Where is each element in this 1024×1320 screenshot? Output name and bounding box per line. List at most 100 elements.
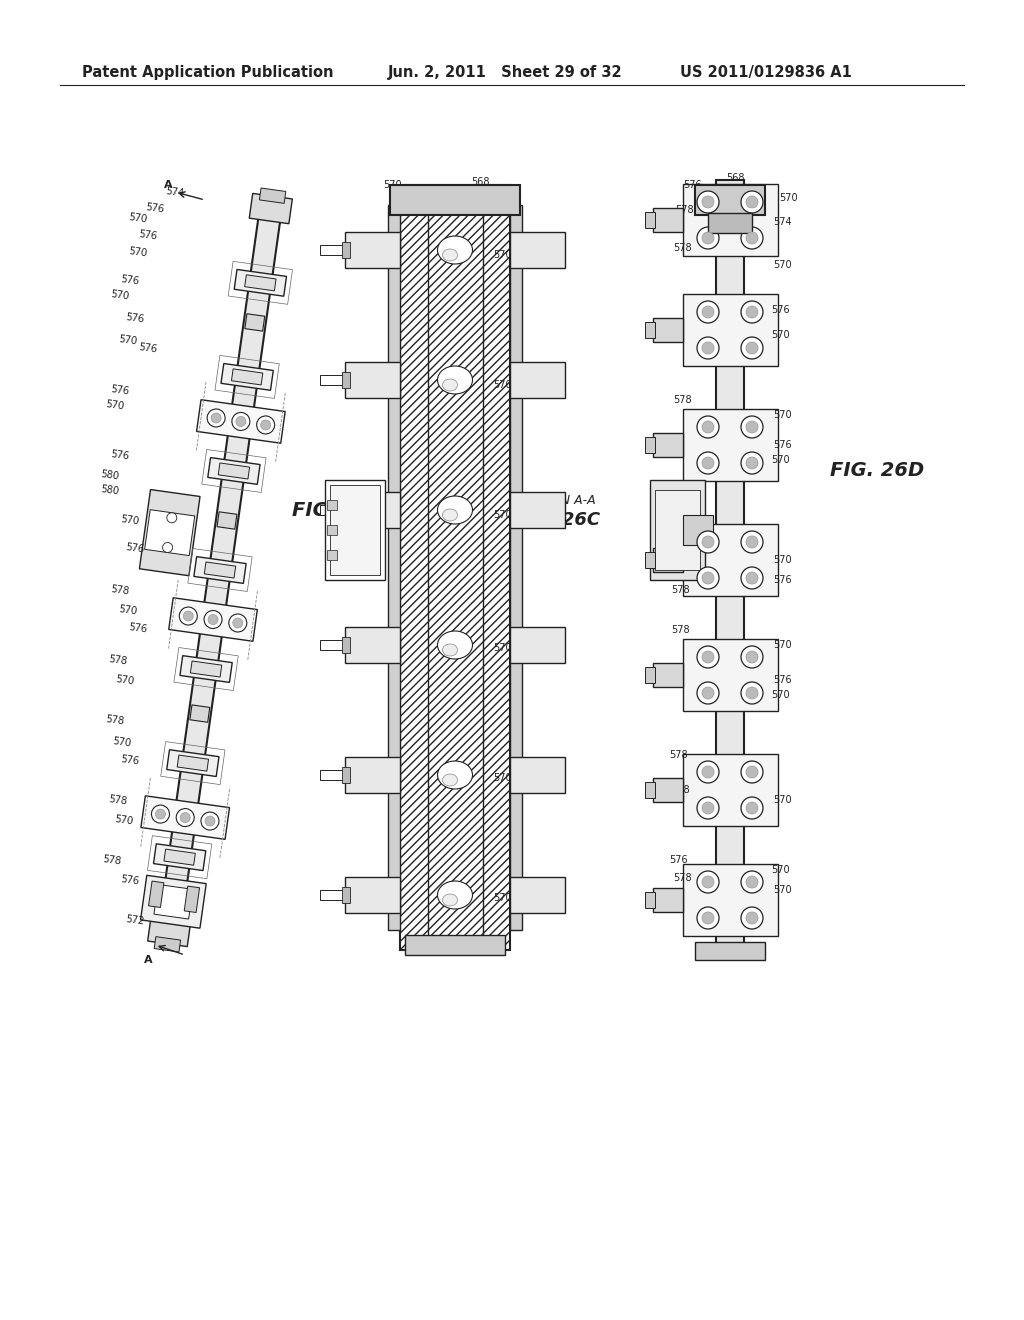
Bar bbox=[342, 372, 350, 388]
Text: 570: 570 bbox=[494, 894, 512, 903]
Bar bbox=[140, 875, 206, 928]
Circle shape bbox=[697, 762, 719, 783]
Bar bbox=[169, 598, 257, 642]
Bar bbox=[510, 362, 565, 399]
Text: Patent Application Publication: Patent Application Publication bbox=[82, 65, 334, 79]
Text: 570: 570 bbox=[115, 673, 135, 686]
Text: 576: 576 bbox=[111, 384, 130, 396]
Bar bbox=[695, 942, 765, 960]
Circle shape bbox=[702, 306, 714, 318]
Text: 570: 570 bbox=[128, 246, 147, 259]
Bar bbox=[154, 884, 193, 919]
Circle shape bbox=[741, 531, 763, 553]
Circle shape bbox=[697, 682, 719, 704]
Circle shape bbox=[746, 572, 758, 583]
Bar bbox=[510, 232, 565, 268]
Circle shape bbox=[697, 531, 719, 553]
Text: 570: 570 bbox=[773, 640, 792, 649]
Bar bbox=[174, 648, 239, 690]
Text: 570: 570 bbox=[773, 411, 792, 420]
Text: 570: 570 bbox=[494, 510, 512, 520]
Text: 578: 578 bbox=[671, 624, 689, 635]
Bar bbox=[228, 261, 293, 305]
Text: 580: 580 bbox=[366, 495, 384, 506]
Text: FIG. 26B: FIG. 26B bbox=[292, 500, 385, 520]
Circle shape bbox=[201, 812, 219, 830]
Bar bbox=[144, 510, 195, 556]
Bar bbox=[319, 640, 345, 649]
Text: 580: 580 bbox=[100, 469, 120, 482]
Bar bbox=[161, 742, 225, 784]
Text: 570: 570 bbox=[118, 603, 138, 616]
Bar bbox=[205, 562, 236, 578]
Bar bbox=[653, 888, 683, 912]
Circle shape bbox=[167, 512, 177, 523]
Bar bbox=[342, 242, 350, 257]
Circle shape bbox=[702, 342, 714, 354]
Bar bbox=[683, 183, 778, 256]
Bar bbox=[157, 193, 284, 948]
Circle shape bbox=[746, 651, 758, 663]
Circle shape bbox=[741, 337, 763, 359]
Text: 570: 570 bbox=[114, 813, 134, 826]
Bar bbox=[249, 194, 292, 223]
Bar bbox=[154, 843, 206, 871]
Text: 570: 570 bbox=[494, 643, 512, 653]
Circle shape bbox=[741, 451, 763, 474]
Bar bbox=[645, 552, 655, 568]
Text: 576: 576 bbox=[138, 228, 158, 242]
Circle shape bbox=[746, 195, 758, 209]
Text: 576: 576 bbox=[128, 622, 147, 634]
Circle shape bbox=[228, 614, 247, 632]
Circle shape bbox=[741, 797, 763, 818]
Circle shape bbox=[746, 421, 758, 433]
Bar bbox=[319, 770, 345, 780]
Text: 570: 570 bbox=[118, 334, 138, 346]
Bar bbox=[345, 232, 400, 268]
Text: Jun. 2, 2011   Sheet 29 of 32: Jun. 2, 2011 Sheet 29 of 32 bbox=[388, 65, 623, 79]
Circle shape bbox=[231, 412, 250, 430]
Bar bbox=[259, 187, 286, 203]
Text: 576: 576 bbox=[773, 576, 792, 585]
Ellipse shape bbox=[442, 379, 458, 391]
Bar bbox=[683, 524, 778, 597]
Text: 578: 578 bbox=[105, 714, 125, 726]
Ellipse shape bbox=[442, 644, 458, 656]
Text: 580: 580 bbox=[100, 483, 120, 496]
Bar bbox=[683, 409, 778, 480]
Text: 570: 570 bbox=[773, 884, 792, 895]
Bar bbox=[189, 705, 210, 722]
Text: 576: 576 bbox=[669, 855, 687, 865]
Circle shape bbox=[702, 803, 714, 814]
Circle shape bbox=[702, 457, 714, 469]
Text: 570: 570 bbox=[111, 289, 130, 301]
Text: 570: 570 bbox=[771, 455, 790, 465]
Bar bbox=[141, 796, 229, 840]
Text: 574: 574 bbox=[165, 186, 185, 198]
Ellipse shape bbox=[437, 496, 472, 524]
Circle shape bbox=[741, 645, 763, 668]
Bar bbox=[319, 375, 345, 385]
Bar bbox=[708, 213, 752, 234]
Bar bbox=[139, 490, 200, 576]
Bar bbox=[342, 767, 350, 783]
Circle shape bbox=[180, 813, 190, 822]
Bar bbox=[645, 213, 655, 228]
Bar bbox=[388, 205, 400, 931]
Text: A: A bbox=[164, 180, 172, 190]
Circle shape bbox=[697, 907, 719, 929]
Text: 570: 570 bbox=[105, 399, 125, 412]
Text: 570: 570 bbox=[771, 865, 790, 875]
Text: 570: 570 bbox=[771, 690, 790, 700]
Circle shape bbox=[746, 766, 758, 777]
Circle shape bbox=[208, 615, 218, 624]
Text: 576: 576 bbox=[120, 273, 140, 286]
Ellipse shape bbox=[437, 366, 472, 393]
Bar bbox=[164, 849, 196, 865]
Bar bbox=[653, 663, 683, 686]
Text: FIG. 26C: FIG. 26C bbox=[515, 511, 600, 529]
Circle shape bbox=[702, 766, 714, 777]
Bar bbox=[342, 638, 350, 653]
Bar bbox=[390, 185, 520, 215]
Bar bbox=[190, 661, 222, 677]
